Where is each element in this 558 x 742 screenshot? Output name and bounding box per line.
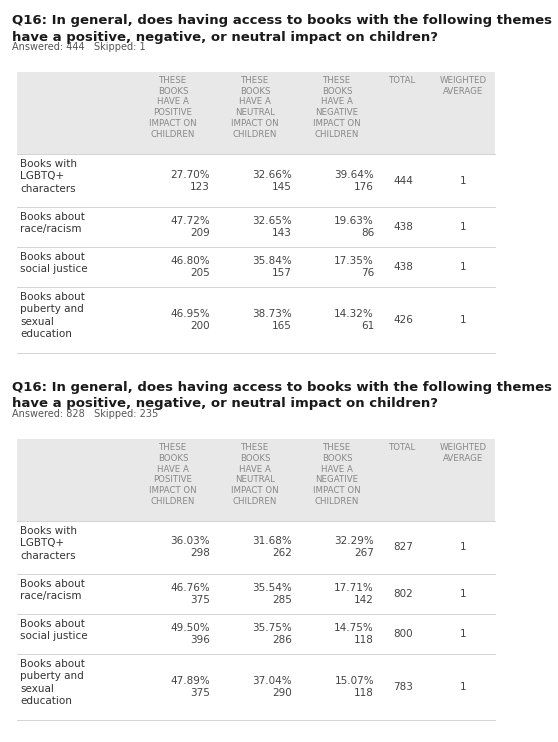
Text: 32.29%: 32.29%	[334, 536, 374, 547]
Text: 86: 86	[361, 228, 374, 238]
Text: 298: 298	[190, 548, 210, 559]
Text: WEIGHTED
AVERAGE: WEIGHTED AVERAGE	[440, 76, 487, 96]
Text: Answered: 828   Skipped: 235: Answered: 828 Skipped: 235	[12, 409, 158, 419]
Text: 17.71%: 17.71%	[334, 583, 374, 593]
Bar	[17, 439, 495, 521]
Text: 17.35%: 17.35%	[334, 256, 374, 266]
Text: 1: 1	[460, 629, 466, 639]
Bar	[17, 574, 495, 614]
Text: 49.50%: 49.50%	[170, 623, 210, 633]
Text: 827: 827	[393, 542, 413, 553]
Text: 15.07%: 15.07%	[334, 676, 374, 686]
Text: 118: 118	[354, 688, 374, 698]
Text: 209: 209	[190, 228, 210, 238]
Bar	[17, 154, 495, 207]
Text: 1: 1	[460, 176, 466, 186]
Text: Q16: In general, does having access to books with the following themes
have a po: Q16: In general, does having access to b…	[12, 381, 552, 410]
Text: 375: 375	[190, 688, 210, 698]
Text: THESE
BOOKS
HAVE A
POSITIVE
IMPACT ON
CHILDREN: THESE BOOKS HAVE A POSITIVE IMPACT ON CH…	[149, 443, 197, 506]
Text: 1: 1	[460, 222, 466, 232]
Text: 32.66%: 32.66%	[252, 169, 292, 180]
Text: 32.65%: 32.65%	[252, 216, 292, 226]
Text: 35.54%: 35.54%	[252, 583, 292, 593]
Text: Books about
social justice: Books about social justice	[20, 619, 88, 641]
Text: 61: 61	[361, 321, 374, 331]
Text: 46.76%: 46.76%	[170, 583, 210, 593]
Text: 286: 286	[272, 635, 292, 645]
Text: 14.32%: 14.32%	[334, 309, 374, 319]
Bar	[17, 614, 495, 654]
Text: 285: 285	[272, 595, 292, 605]
Bar	[17, 247, 495, 287]
Text: 47.89%: 47.89%	[170, 676, 210, 686]
Bar	[17, 207, 495, 247]
Bar	[17, 521, 495, 574]
Bar	[17, 654, 495, 720]
Text: Books with
LGBTQ+
characters: Books with LGBTQ+ characters	[20, 159, 77, 194]
Text: 1: 1	[460, 682, 466, 692]
Bar	[17, 287, 495, 353]
Text: Q16: In general, does having access to books with the following themes
have a po: Q16: In general, does having access to b…	[12, 14, 552, 44]
Text: 200: 200	[190, 321, 210, 331]
Text: 783: 783	[393, 682, 413, 692]
Text: Books about
social justice: Books about social justice	[20, 252, 88, 275]
Text: TOTAL: TOTAL	[389, 76, 417, 85]
Text: Books about
puberty and
sexual
education: Books about puberty and sexual education	[20, 659, 85, 706]
Text: 35.84%: 35.84%	[252, 256, 292, 266]
Text: 76: 76	[361, 268, 374, 278]
Text: 1: 1	[460, 589, 466, 599]
Bar	[17, 72, 495, 154]
Text: 35.75%: 35.75%	[252, 623, 292, 633]
Text: 47.72%: 47.72%	[170, 216, 210, 226]
Text: 118: 118	[354, 635, 374, 645]
Text: Answered: 444   Skipped: 1: Answered: 444 Skipped: 1	[12, 42, 146, 52]
Text: 262: 262	[272, 548, 292, 559]
Text: TOTAL: TOTAL	[389, 443, 417, 452]
Text: 157: 157	[272, 268, 292, 278]
Text: 444: 444	[393, 176, 413, 186]
Text: THESE
BOOKS
HAVE A
NEUTRAL
IMPACT ON
CHILDREN: THESE BOOKS HAVE A NEUTRAL IMPACT ON CHI…	[231, 443, 279, 506]
Text: Books with
LGBTQ+
characters: Books with LGBTQ+ characters	[20, 526, 77, 561]
Text: 426: 426	[393, 315, 413, 325]
Text: 396: 396	[190, 635, 210, 645]
Text: 38.73%: 38.73%	[252, 309, 292, 319]
Text: 1: 1	[460, 315, 466, 325]
Text: 800: 800	[393, 629, 413, 639]
Text: 19.63%: 19.63%	[334, 216, 374, 226]
Text: 1: 1	[460, 542, 466, 553]
Text: 36.03%: 36.03%	[170, 536, 210, 547]
Text: 267: 267	[354, 548, 374, 559]
Text: 1: 1	[460, 262, 466, 272]
Text: Books about
puberty and
sexual
education: Books about puberty and sexual education	[20, 292, 85, 339]
Text: 142: 142	[354, 595, 374, 605]
Text: 46.95%: 46.95%	[170, 309, 210, 319]
Text: 37.04%: 37.04%	[252, 676, 292, 686]
Text: 438: 438	[393, 262, 413, 272]
Text: 145: 145	[272, 182, 292, 191]
Text: Books about
race/racism: Books about race/racism	[20, 212, 85, 234]
Text: 39.64%: 39.64%	[334, 169, 374, 180]
Text: 205: 205	[190, 268, 210, 278]
Text: THESE
BOOKS
HAVE A
NEGATIVE
IMPACT ON
CHILDREN: THESE BOOKS HAVE A NEGATIVE IMPACT ON CH…	[313, 443, 361, 506]
Text: THESE
BOOKS
HAVE A
NEUTRAL
IMPACT ON
CHILDREN: THESE BOOKS HAVE A NEUTRAL IMPACT ON CHI…	[231, 76, 279, 139]
Text: WEIGHTED
AVERAGE: WEIGHTED AVERAGE	[440, 443, 487, 463]
Text: 27.70%: 27.70%	[170, 169, 210, 180]
Text: Books about
race/racism: Books about race/racism	[20, 579, 85, 602]
Text: 165: 165	[272, 321, 292, 331]
Text: THESE
BOOKS
HAVE A
NEGATIVE
IMPACT ON
CHILDREN: THESE BOOKS HAVE A NEGATIVE IMPACT ON CH…	[313, 76, 361, 139]
Text: 123: 123	[190, 182, 210, 191]
Text: 14.75%: 14.75%	[334, 623, 374, 633]
Text: 438: 438	[393, 222, 413, 232]
Text: 802: 802	[393, 589, 413, 599]
Text: 46.80%: 46.80%	[170, 256, 210, 266]
Text: 176: 176	[354, 182, 374, 191]
Text: 290: 290	[272, 688, 292, 698]
Text: 31.68%: 31.68%	[252, 536, 292, 547]
Text: 375: 375	[190, 595, 210, 605]
Text: THESE
BOOKS
HAVE A
POSITIVE
IMPACT ON
CHILDREN: THESE BOOKS HAVE A POSITIVE IMPACT ON CH…	[149, 76, 197, 139]
Text: 143: 143	[272, 228, 292, 238]
